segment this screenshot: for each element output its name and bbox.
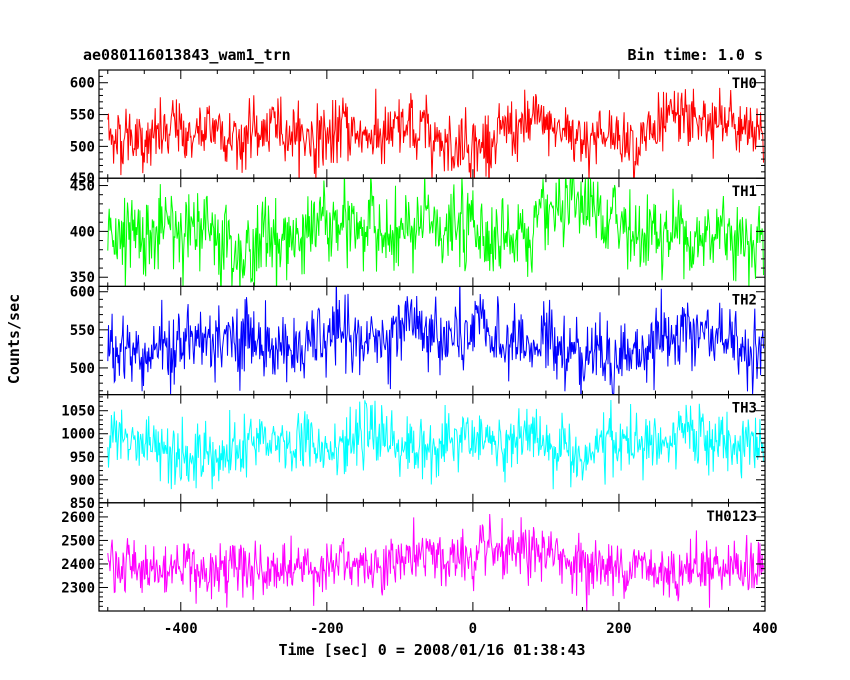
series-th0 (107, 87, 764, 179)
y-tick-label: 2300 (61, 580, 95, 596)
x-axis-label: Time [sec] 0 = 2008/01/16 01:38:43 (278, 641, 585, 659)
x-tick-label: 200 (606, 621, 631, 637)
y-tick-label: 400 (70, 224, 95, 240)
panel-th2: 500 550 600 TH2 (70, 285, 766, 396)
series-th3 (107, 399, 764, 490)
y-tick-label: 500 (70, 361, 95, 377)
y-tick-label: 950 (70, 450, 95, 466)
x-tick-label: 400 (752, 621, 777, 637)
panel-frame (98, 502, 766, 612)
x-axis: -400 -200 0 200 400 (164, 621, 778, 637)
panel-name-label: TH1 (732, 184, 757, 200)
y-tick-label: 450 (70, 171, 95, 187)
series-th1 (107, 178, 764, 287)
y-tick-label: 600 (70, 285, 95, 301)
y-tick-label: 550 (70, 108, 95, 124)
panel-name-label: TH0 (732, 76, 757, 92)
y-tick-label: 900 (70, 473, 95, 489)
y-tick-label: 2600 (61, 510, 95, 526)
y-tick-label: 550 (70, 323, 95, 339)
panel-name-label: TH0123 (706, 509, 757, 525)
y-tick-label: 450 (70, 179, 95, 195)
y-tick-label: 500 (70, 139, 95, 155)
y-tick-label: 1000 (61, 427, 95, 443)
panel-name-label: TH3 (732, 401, 757, 417)
x-tick-label: -400 (164, 621, 198, 637)
y-tick-label: 600 (70, 76, 95, 92)
y-tick-label: 350 (70, 270, 95, 286)
y-tick-label: 1050 (61, 404, 95, 420)
x-tick-label: -200 (310, 621, 344, 637)
y-tick-label: 850 (70, 496, 95, 512)
panel-th0: 450 500 550 600 TH0 (70, 69, 766, 187)
panel-th3: 850 900 950 1000 1050 TH3 (61, 394, 766, 512)
chart-title: ae080116013843_wam1_trn (83, 46, 291, 64)
y-tick-label: 2500 (61, 533, 95, 549)
series-th2 (107, 286, 764, 395)
panels-group: 450 500 550 600 TH0 350 400 450 TH1 500 550 600 TH2 8… (61, 69, 766, 612)
y-tick-label: 2400 (61, 557, 95, 573)
y-axis-label: Counts/sec (5, 294, 23, 384)
x-tick-label: 0 (469, 621, 477, 637)
panel-th1: 350 400 450 TH1 (70, 177, 766, 287)
panel-th0123: 2300 2400 2500 2600 TH0123 (61, 502, 766, 612)
panel-name-label: TH2 (732, 292, 757, 308)
bin-time-label: Bin time: 1.0 s (628, 46, 763, 64)
series-th0123 (107, 513, 764, 611)
